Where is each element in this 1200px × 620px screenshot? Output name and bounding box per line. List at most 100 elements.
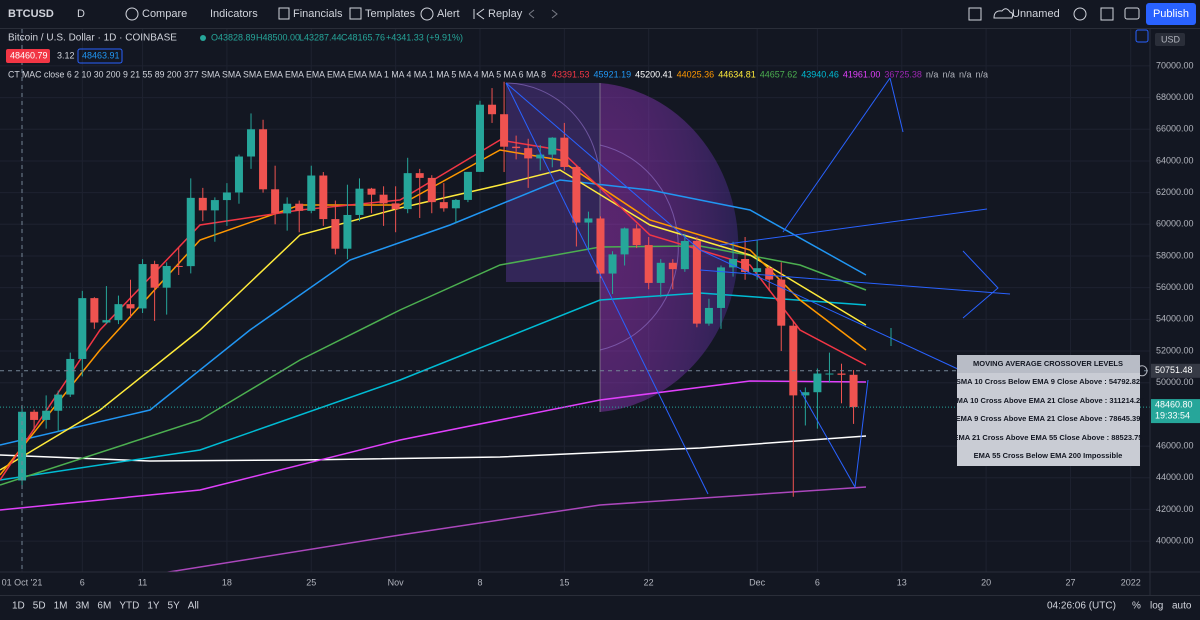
x-axis: 01 Oct '21 6 11 18 25 Nov 8 15 22 Dec 6 13 20 27 2022 bbox=[2, 577, 1141, 587]
alert-icon[interactable] bbox=[420, 7, 434, 21]
indicator-value: 43391.53 bbox=[552, 69, 590, 79]
trend-lines bbox=[505, 77, 1011, 495]
y-tick-label: 42000.00 bbox=[1156, 504, 1194, 514]
range-button[interactable]: 1D bbox=[12, 601, 25, 612]
candle-body bbox=[716, 267, 725, 308]
indicator-value: 41961.00 bbox=[843, 69, 881, 79]
layout-icon[interactable] bbox=[968, 7, 982, 21]
x-tick-label: 27 bbox=[1065, 577, 1075, 587]
candle-body bbox=[42, 410, 51, 420]
candle-body bbox=[488, 104, 497, 115]
ohlc-open: O43828.89 bbox=[211, 32, 256, 42]
candle-body bbox=[343, 214, 352, 249]
table-row: EMA 21 Cross Above EMA 55 Close Above : … bbox=[954, 433, 1143, 442]
currency-box bbox=[1155, 33, 1185, 46]
ask-box[interactable] bbox=[77, 48, 123, 64]
trend-line bbox=[505, 82, 709, 495]
table-title: MOVING AVERAGE CROSSOVER LEVELS bbox=[973, 359, 1123, 368]
ma-line bbox=[0, 435, 867, 462]
interval[interactable]: D bbox=[77, 8, 85, 20]
candle-body bbox=[427, 177, 436, 203]
indicator-value: n/a bbox=[942, 69, 955, 79]
x-tick-label: 15 bbox=[559, 577, 569, 587]
candle-body bbox=[234, 156, 243, 193]
indicator-label: CT MAC close 6 2 10 30 200 9 21 55 89 20… bbox=[8, 69, 546, 79]
x-tick-label: 20 bbox=[981, 577, 991, 587]
percent-toggle[interactable]: % bbox=[1132, 601, 1141, 612]
publish[interactable]: Publish bbox=[1153, 8, 1189, 20]
candle-body bbox=[825, 373, 834, 375]
y-tick-label: 40000.00 bbox=[1156, 535, 1194, 545]
candle-body bbox=[126, 304, 135, 309]
candle-body bbox=[379, 194, 388, 204]
candle-body bbox=[415, 173, 424, 178]
x-tick-label: 25 bbox=[306, 577, 316, 587]
trend-line bbox=[699, 269, 1011, 295]
y-tick-label: 70000.00 bbox=[1156, 60, 1194, 70]
compare-icon[interactable] bbox=[125, 7, 139, 21]
candle-body bbox=[186, 197, 195, 267]
settings-icon[interactable] bbox=[1073, 7, 1087, 21]
spread: 3.12 bbox=[57, 50, 75, 60]
range-button[interactable]: 3M bbox=[76, 601, 90, 612]
range-button[interactable]: 5Y bbox=[168, 601, 181, 612]
candle-body bbox=[608, 254, 617, 274]
x-tick-label: 18 bbox=[222, 577, 232, 587]
range-button[interactable]: 1Y bbox=[147, 601, 160, 612]
ohlc-high: H48500.00 bbox=[256, 32, 300, 42]
range-button[interactable]: YTD bbox=[119, 601, 139, 612]
replay[interactable]: Replay bbox=[488, 8, 523, 20]
ask: 48463.91 bbox=[82, 50, 120, 60]
table-box bbox=[957, 355, 1140, 466]
indicator-value: 45200.41 bbox=[635, 69, 673, 79]
price-axis bbox=[1150, 29, 1200, 572]
candle-body bbox=[584, 218, 593, 223]
ma-line bbox=[0, 169, 867, 471]
range-button[interactable]: 1M bbox=[54, 601, 68, 612]
fib-arc-inner bbox=[599, 144, 679, 351]
sync-icon[interactable] bbox=[1135, 29, 1149, 43]
candle-body bbox=[656, 262, 665, 283]
candles bbox=[18, 81, 858, 497]
templates-icon[interactable] bbox=[349, 7, 362, 20]
cloud-icon[interactable] bbox=[993, 8, 1014, 19]
snapshot-icon[interactable] bbox=[1124, 7, 1140, 20]
candle-body bbox=[319, 175, 328, 220]
log-toggle[interactable]: log bbox=[1150, 601, 1163, 612]
indicator-values: 43391.53 45921.19 45200.41 44025.36 44634.81… bbox=[552, 69, 988, 79]
y-tick-label: 54000.00 bbox=[1156, 314, 1194, 324]
candle-body bbox=[259, 129, 268, 190]
last-price-badge bbox=[1151, 399, 1200, 424]
range-button[interactable]: All bbox=[188, 601, 199, 612]
indicators[interactable]: Indicators bbox=[210, 8, 258, 20]
candle-body bbox=[439, 202, 448, 209]
trend-line bbox=[699, 249, 961, 371]
candle-body bbox=[198, 197, 207, 211]
table-header bbox=[957, 355, 1140, 373]
candle-body bbox=[837, 373, 846, 375]
alert[interactable]: Alert bbox=[437, 8, 460, 20]
x-tick-label: 6 bbox=[815, 577, 820, 587]
financials-icon[interactable] bbox=[278, 7, 290, 20]
publish-button[interactable] bbox=[1146, 3, 1196, 25]
range-button[interactable]: 5D bbox=[33, 601, 46, 612]
trend-line bbox=[799, 379, 869, 489]
candle-body bbox=[741, 258, 750, 272]
undo-redo[interactable] bbox=[528, 9, 558, 19]
fullscreen-icon[interactable] bbox=[1100, 7, 1114, 21]
candle-body bbox=[644, 245, 653, 283]
candle-body bbox=[66, 358, 75, 395]
financials[interactable]: Financials bbox=[293, 8, 343, 20]
compare[interactable]: Compare bbox=[142, 8, 187, 20]
bid-box[interactable] bbox=[6, 49, 50, 63]
countdown: 19:33:54 bbox=[1155, 410, 1190, 420]
range-button[interactable]: 6M bbox=[97, 601, 111, 612]
layout-name[interactable]: Unnamed bbox=[1012, 8, 1060, 20]
ma-line bbox=[0, 179, 867, 446]
auto-toggle[interactable]: auto bbox=[1172, 601, 1192, 612]
templates[interactable]: Templates bbox=[365, 8, 416, 20]
indicator-value: 44634.81 bbox=[718, 69, 756, 79]
replay-icon[interactable] bbox=[473, 8, 485, 20]
symbol[interactable]: BTCUSD bbox=[8, 8, 54, 20]
